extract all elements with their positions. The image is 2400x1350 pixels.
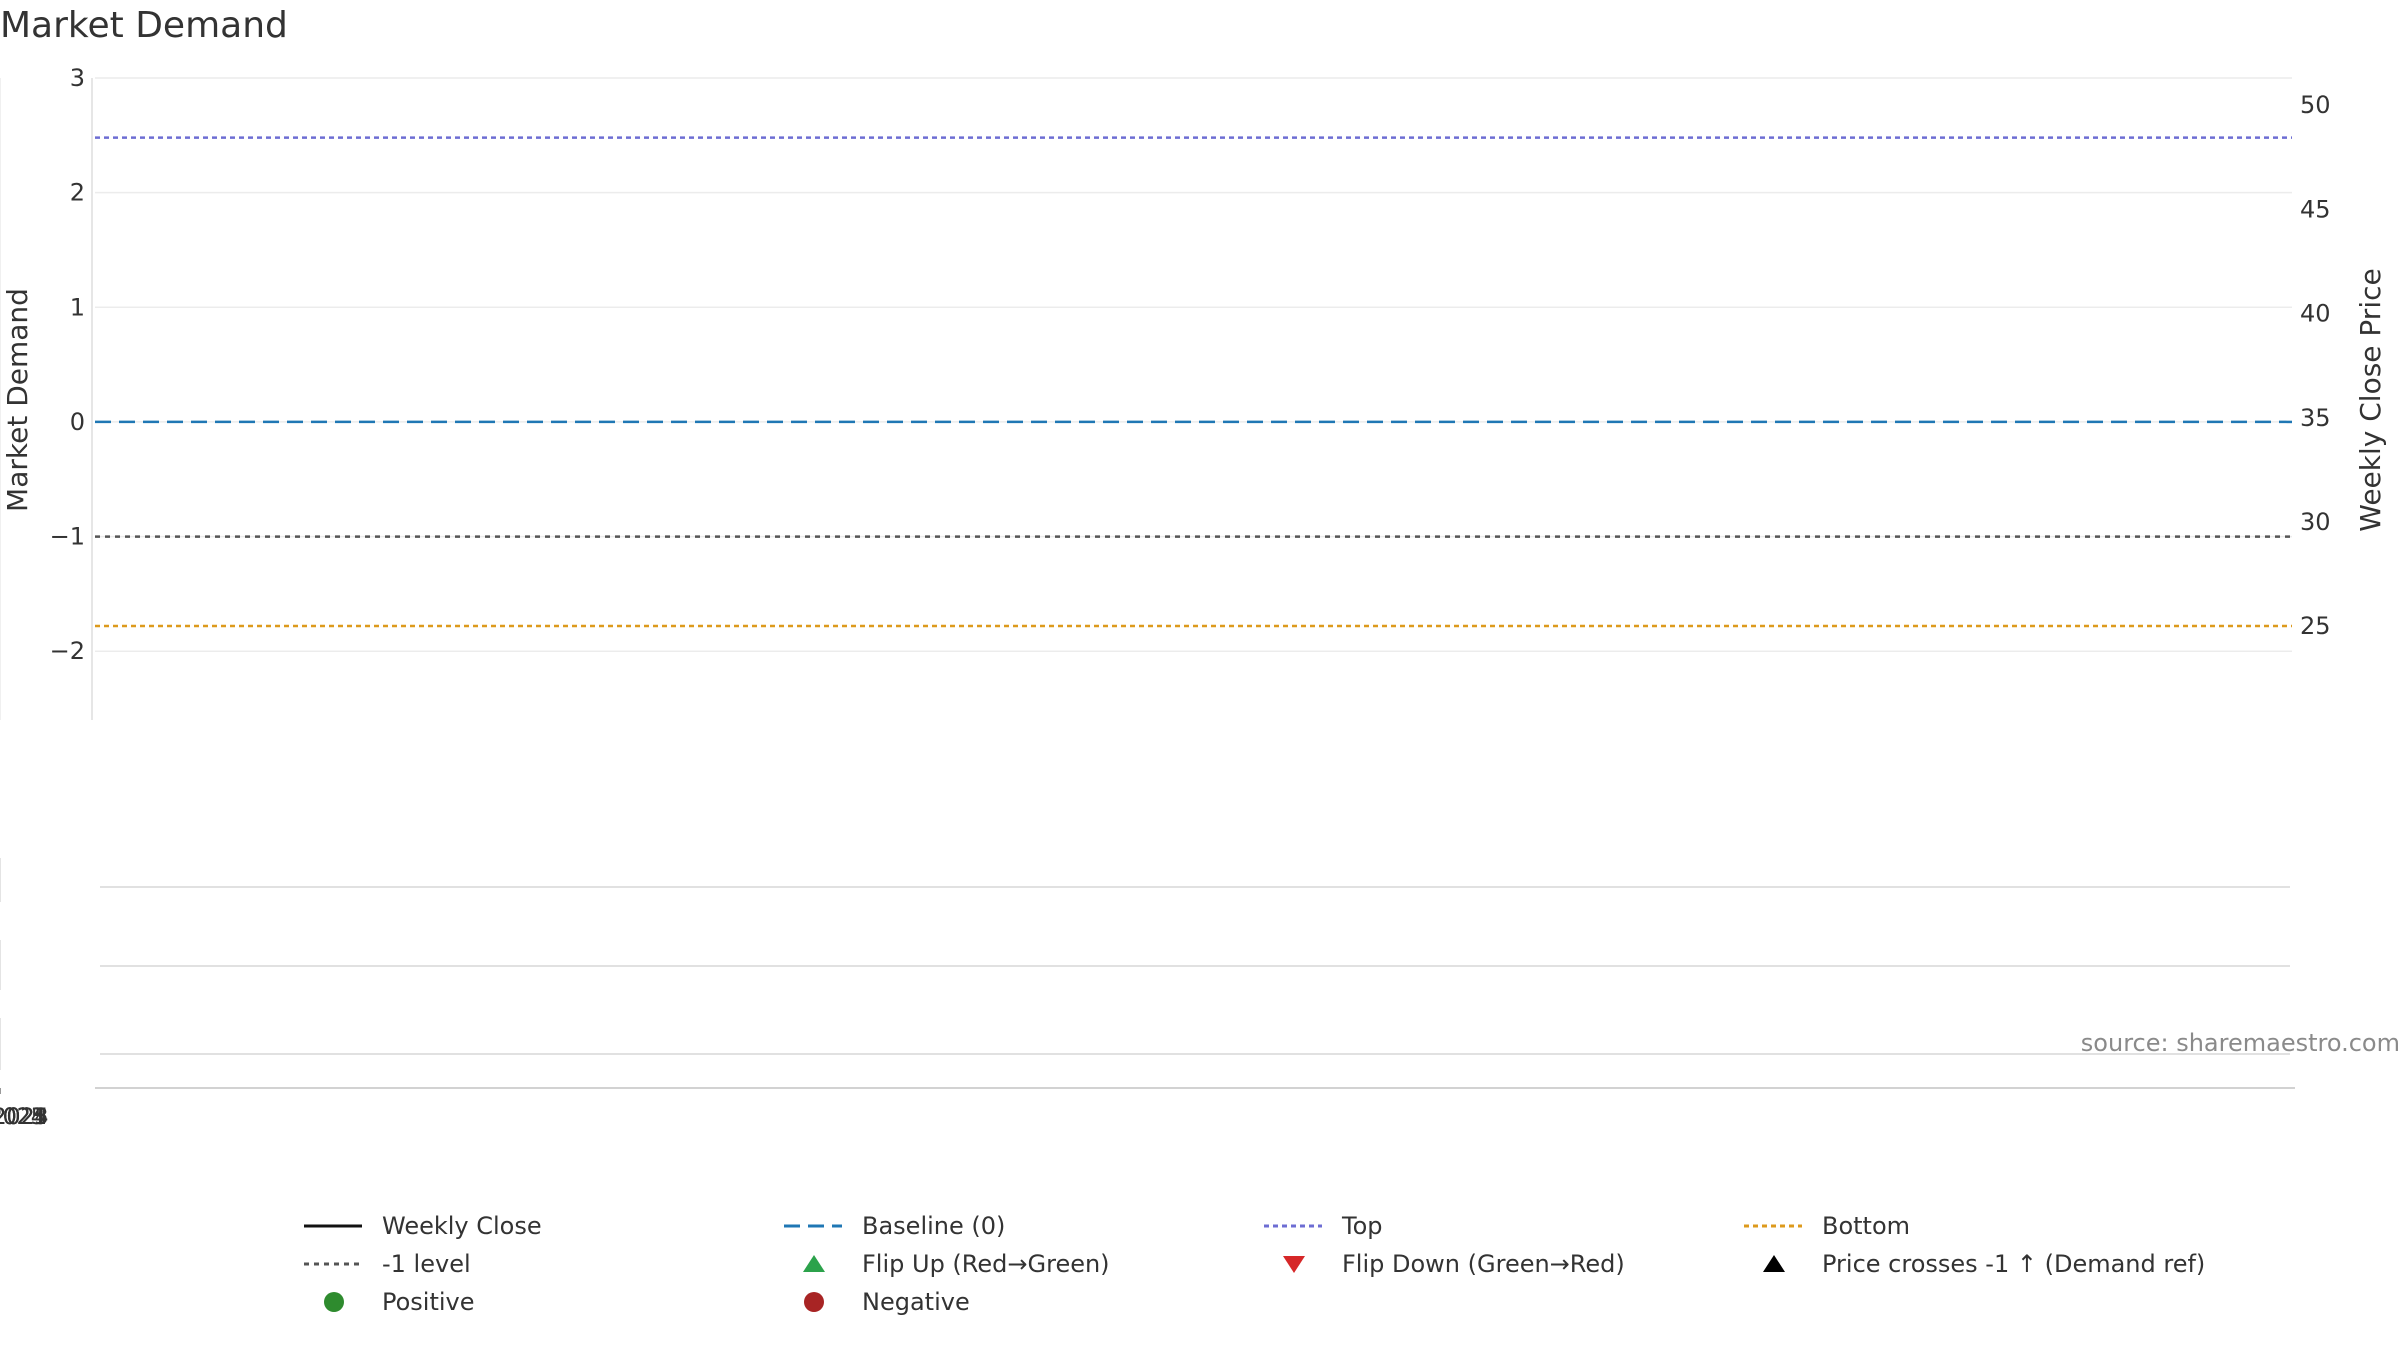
- legend-label: Top: [1342, 1212, 1383, 1240]
- legend-item-price-cross: Price crosses -1 ↑ (Demand ref): [1740, 1248, 2205, 1280]
- grid-lines: [0, 77, 2292, 1070]
- y-tick-label-left: 3: [70, 64, 85, 92]
- x-tick-label: Jan 2023: [0, 1105, 48, 1130]
- legend-swatch-baseline: [784, 1224, 842, 1228]
- x-tick-label: Jul 2024: [0, 1105, 45, 1130]
- y-tick-label-right: 40: [2300, 300, 2331, 328]
- legend-label: Negative: [862, 1288, 970, 1316]
- legend-item-baseline: Baseline (0): [780, 1210, 1005, 1242]
- legend-swatch-negative: [804, 1292, 824, 1312]
- legend-swatch-bottom: [1744, 1224, 1802, 1228]
- chart-title: Market Demand: [0, 5, 288, 46]
- y-tick-label-left: 0: [70, 408, 85, 436]
- legend-label: Positive: [382, 1288, 475, 1316]
- x-tick-label: Jan 2024: [0, 1105, 48, 1130]
- y-tick-label-right: 25: [2300, 612, 2331, 640]
- legend-swatch-positive: [324, 1292, 344, 1312]
- legend-item-flip-up: Flip Up (Red→Green): [780, 1248, 1110, 1280]
- left-axis: 3 2 1 0 −1 −2: [50, 64, 93, 720]
- y-tick-label-left: 1: [70, 293, 85, 321]
- y-tick-label-right: 50: [2300, 91, 2331, 119]
- legend-swatch-minus-one: [304, 1262, 362, 1266]
- legend-item-positive: Positive: [300, 1286, 475, 1318]
- reference-lines: [95, 136, 2292, 628]
- legend-swatch-flip-up: [803, 1255, 825, 1272]
- chart-legend: Weekly Close Baseline (0) Top Bottom -1 leve…: [300, 1210, 2260, 1330]
- right-axis: 50 45 40 35 30 25: [2300, 91, 2331, 640]
- legend-item-top: Top: [1260, 1210, 1383, 1242]
- legend-swatch-flip-down: [1283, 1256, 1305, 1273]
- legend-label: Baseline (0): [862, 1212, 1006, 1240]
- legend-label: Bottom: [1822, 1212, 1911, 1240]
- legend-swatch-price-cross: [1763, 1255, 1785, 1272]
- y-tick-label-right: 45: [2300, 195, 2331, 223]
- y-axis-label-left: Market Demand: [1, 288, 34, 512]
- y-tick-label-right: 35: [2300, 404, 2331, 432]
- x-tick-label: Jul 2023: [0, 1105, 45, 1130]
- legend-item-negative: Negative: [780, 1286, 970, 1318]
- y-tick-label-left: 2: [70, 179, 85, 207]
- source-label: source: sharemaestro.com: [2081, 1029, 2400, 1057]
- x-axis: Jan 2023Jul 2023Jan 2024Jul 2024Jan 2025…: [0, 1087, 2295, 1130]
- legend-label: -1 level: [382, 1250, 471, 1278]
- legend-swatch-top: [1264, 1224, 1322, 1228]
- legend-label: Flip Up (Red→Green): [862, 1250, 1110, 1278]
- legend-label: Flip Down (Green→Red): [1342, 1250, 1625, 1278]
- x-tick-label: Jan 2025: [0, 1105, 48, 1130]
- legend-item-weekly-close: Weekly Close: [300, 1210, 542, 1242]
- legend-label: Weekly Close: [382, 1212, 542, 1240]
- y-tick-label-left: −2: [50, 637, 85, 665]
- y-tick-label-left: −1: [50, 523, 85, 551]
- x-tick-label: Jul 2025: [0, 1105, 45, 1130]
- legend-item-bottom: Bottom: [1740, 1210, 1910, 1242]
- legend-label: Price crosses -1 ↑ (Demand ref): [1822, 1250, 2206, 1278]
- y-axis-label-right: Weekly Close Price: [2354, 268, 2387, 531]
- legend-item-flip-down: Flip Down (Green→Red): [1260, 1248, 1625, 1280]
- signal-rows: [100, 886, 2290, 1055]
- legend-swatch-weekly-close: [304, 1224, 362, 1228]
- y-tick-label-right: 30: [2300, 508, 2331, 536]
- legend-item-minus-one: -1 level: [300, 1248, 471, 1280]
